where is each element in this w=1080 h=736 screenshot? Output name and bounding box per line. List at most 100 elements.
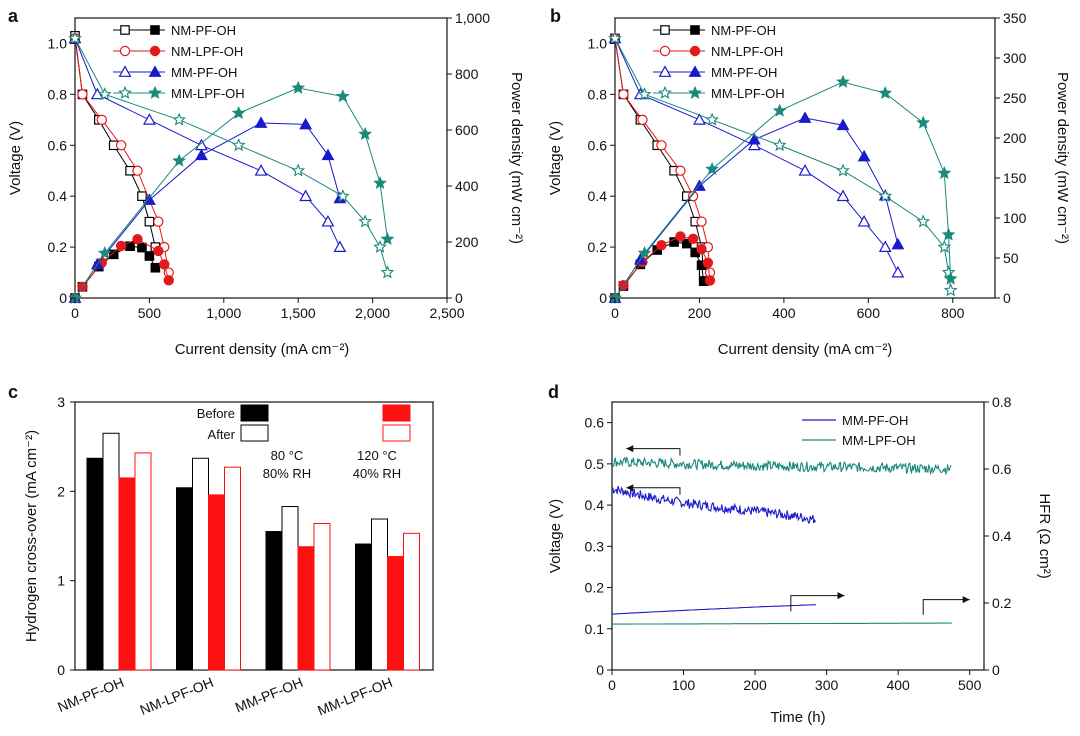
a-legend-label: NM-PF-OH bbox=[171, 23, 236, 38]
c-bar bbox=[371, 518, 388, 671]
d-xtick-label: 200 bbox=[743, 677, 767, 693]
d-yticks: 0 0.1 0.2 0.3 0.4 0.5 0.6 bbox=[585, 415, 612, 678]
a-xtick-label: 500 bbox=[138, 305, 162, 321]
a-legend-filled-marker bbox=[149, 45, 161, 57]
b-nm-lpf-oh-power-point bbox=[687, 233, 699, 244]
a-y2tick-label: 200 bbox=[455, 234, 479, 250]
a-ytick-label: 0.8 bbox=[48, 86, 68, 102]
b-ylabel: Voltage (V) bbox=[547, 121, 564, 195]
d-y2tick-label: 0.2 bbox=[992, 595, 1012, 611]
b-xtick-label: 600 bbox=[857, 305, 881, 321]
d-mm-lpf-oh-line bbox=[611, 456, 952, 476]
c-legend: Before After 80 °C 80% RH 120 °C 40% RH bbox=[197, 404, 411, 481]
a-xtick-label: 0 bbox=[71, 305, 79, 321]
b-mm-pf-oh-power-point bbox=[836, 118, 850, 131]
b-mm-lpf-oh-power-point bbox=[772, 103, 787, 117]
b-y2tick-label: 50 bbox=[1003, 250, 1019, 266]
b-xlabel: Current density (mA cm⁻²) bbox=[718, 341, 893, 358]
b-nm-lpf-oh-voltage-point bbox=[696, 216, 707, 227]
b-mm-lpf-oh-power-point bbox=[637, 245, 652, 260]
a-legend-open-marker bbox=[120, 25, 130, 35]
a-mm-pf-oh-power-point bbox=[254, 116, 268, 128]
a-nm-lpf-oh-voltage-point bbox=[96, 114, 107, 126]
c-bar bbox=[134, 452, 152, 671]
c-bar bbox=[86, 457, 104, 671]
b-xtick-label: 200 bbox=[688, 305, 712, 321]
a-nm-lpf-oh-voltage-point bbox=[77, 89, 88, 100]
c-legend-after-label: After bbox=[208, 427, 236, 442]
b-legend-label: MM-LPF-OH bbox=[711, 86, 785, 101]
b-ytick-label: 0.2 bbox=[588, 239, 608, 255]
c-bar bbox=[118, 477, 136, 671]
d-ylabel: Voltage (V) bbox=[547, 499, 564, 573]
d-legend: MM-PF-OH MM-LPF-OH bbox=[802, 413, 916, 448]
a-nm-lpf-oh-voltage-point bbox=[115, 140, 127, 151]
b-legend-filled-marker bbox=[688, 85, 702, 99]
b-mm-lpf-oh-voltage-point bbox=[941, 265, 956, 279]
c-legend-cond1-line1: 80 °C bbox=[271, 448, 304, 463]
b-y2label: Power density (mW cm⁻²) bbox=[1054, 72, 1071, 244]
a-legend-label: MM-PF-OH bbox=[171, 65, 237, 80]
c-category-label: NM-LPF-OH bbox=[138, 674, 216, 718]
panel-c: c 0 1 2 3 NM-PF-OH NM-LPF-OH MM-PF-OH MM-LPF-O… bbox=[8, 382, 434, 719]
d-arrow-lpf-voltage-head bbox=[626, 445, 634, 453]
b-ytick-label: 1.0 bbox=[588, 35, 608, 51]
b-nm-lpf-oh-power-point bbox=[675, 231, 686, 242]
d-xtick-label: 300 bbox=[815, 677, 839, 693]
a-mm-lpf-oh-power-point bbox=[97, 245, 112, 260]
a-nm-pf-oh-voltage-point bbox=[144, 216, 155, 227]
a-mm-pf-oh-voltage-line bbox=[74, 38, 341, 248]
c-xticks: NM-PF-OH NM-LPF-OH MM-PF-OH MM-LPF-OH bbox=[55, 674, 394, 719]
c-bar bbox=[208, 494, 225, 671]
b-y2tick-label: 100 bbox=[1003, 210, 1027, 226]
d-ytick-label: 0.2 bbox=[585, 580, 605, 596]
c-bar bbox=[387, 556, 404, 671]
d-xtick-label: 0 bbox=[608, 677, 616, 693]
a-nm-pf-oh-power-point bbox=[144, 251, 155, 261]
a-nm-lpf-oh-power-point bbox=[153, 245, 164, 257]
b-legend-label: NM-LPF-OH bbox=[711, 44, 783, 59]
a-ytick-label: 1.0 bbox=[48, 35, 68, 51]
b-y2tick-label: 150 bbox=[1003, 170, 1027, 186]
b-legend-filled-marker bbox=[689, 45, 701, 57]
a-mm-lpf-oh-power-point bbox=[358, 126, 373, 141]
b-nm-lpf-oh-voltage-point bbox=[687, 190, 699, 202]
b-legend-label: MM-PF-OH bbox=[711, 65, 777, 80]
d-y2ticks: 0 0.2 0.4 0.6 0.8 bbox=[984, 394, 1012, 678]
d-ytick-label: 0.5 bbox=[585, 456, 605, 472]
a-y2tick-label: 1,000 bbox=[455, 10, 490, 26]
c-ytick-label: 0 bbox=[57, 662, 65, 678]
a-mm-lpf-oh-voltage-point bbox=[97, 87, 112, 101]
a-legend-open-marker bbox=[118, 85, 132, 99]
d-xlabel: Time (h) bbox=[770, 709, 825, 726]
b-legend-open-marker bbox=[658, 85, 672, 99]
c-bar bbox=[281, 506, 299, 671]
a-ylabel: Voltage (V) bbox=[7, 121, 24, 195]
d-ytick-label: 0.3 bbox=[585, 538, 605, 554]
a-legend-open-marker bbox=[118, 65, 132, 77]
a-nm-lpf-oh-power-point bbox=[115, 240, 127, 252]
a-nm-pf-oh-power-point bbox=[150, 262, 161, 273]
d-y2tick-label: 0.6 bbox=[992, 461, 1012, 477]
c-yticks: 0 1 2 3 bbox=[57, 394, 75, 678]
a-xtick-label: 1,000 bbox=[206, 305, 241, 321]
c-bar bbox=[355, 543, 372, 671]
a-mm-pf-oh-voltage-point bbox=[142, 113, 156, 125]
c-marks bbox=[86, 432, 420, 671]
b-mm-lpf-oh-voltage-point bbox=[878, 188, 893, 203]
b-legend: NM-PF-OH NM-LPF-OH MM-PF-OH MM-LPF-OH bbox=[653, 23, 785, 101]
c-ytick-label: 1 bbox=[57, 573, 65, 589]
a-nm-pf-oh-voltage-point bbox=[137, 191, 147, 201]
b-legend-open-marker bbox=[658, 65, 672, 77]
d-arrow-lpf-voltage bbox=[626, 448, 681, 456]
b-mm-lpf-oh-power-line bbox=[614, 81, 952, 299]
a-mm-pf-oh-voltage-point bbox=[254, 164, 268, 176]
a-y2tick-label: 800 bbox=[455, 66, 479, 82]
plot-frame-a bbox=[74, 17, 448, 299]
c-category-label: MM-LPF-OH bbox=[315, 674, 395, 719]
a-mm-pf-oh-voltage-point bbox=[299, 189, 313, 202]
b-ytick-label: 0.8 bbox=[588, 86, 608, 102]
b-xtick-label: 0 bbox=[611, 305, 619, 321]
b-mm-pf-oh-voltage-point bbox=[878, 240, 892, 253]
